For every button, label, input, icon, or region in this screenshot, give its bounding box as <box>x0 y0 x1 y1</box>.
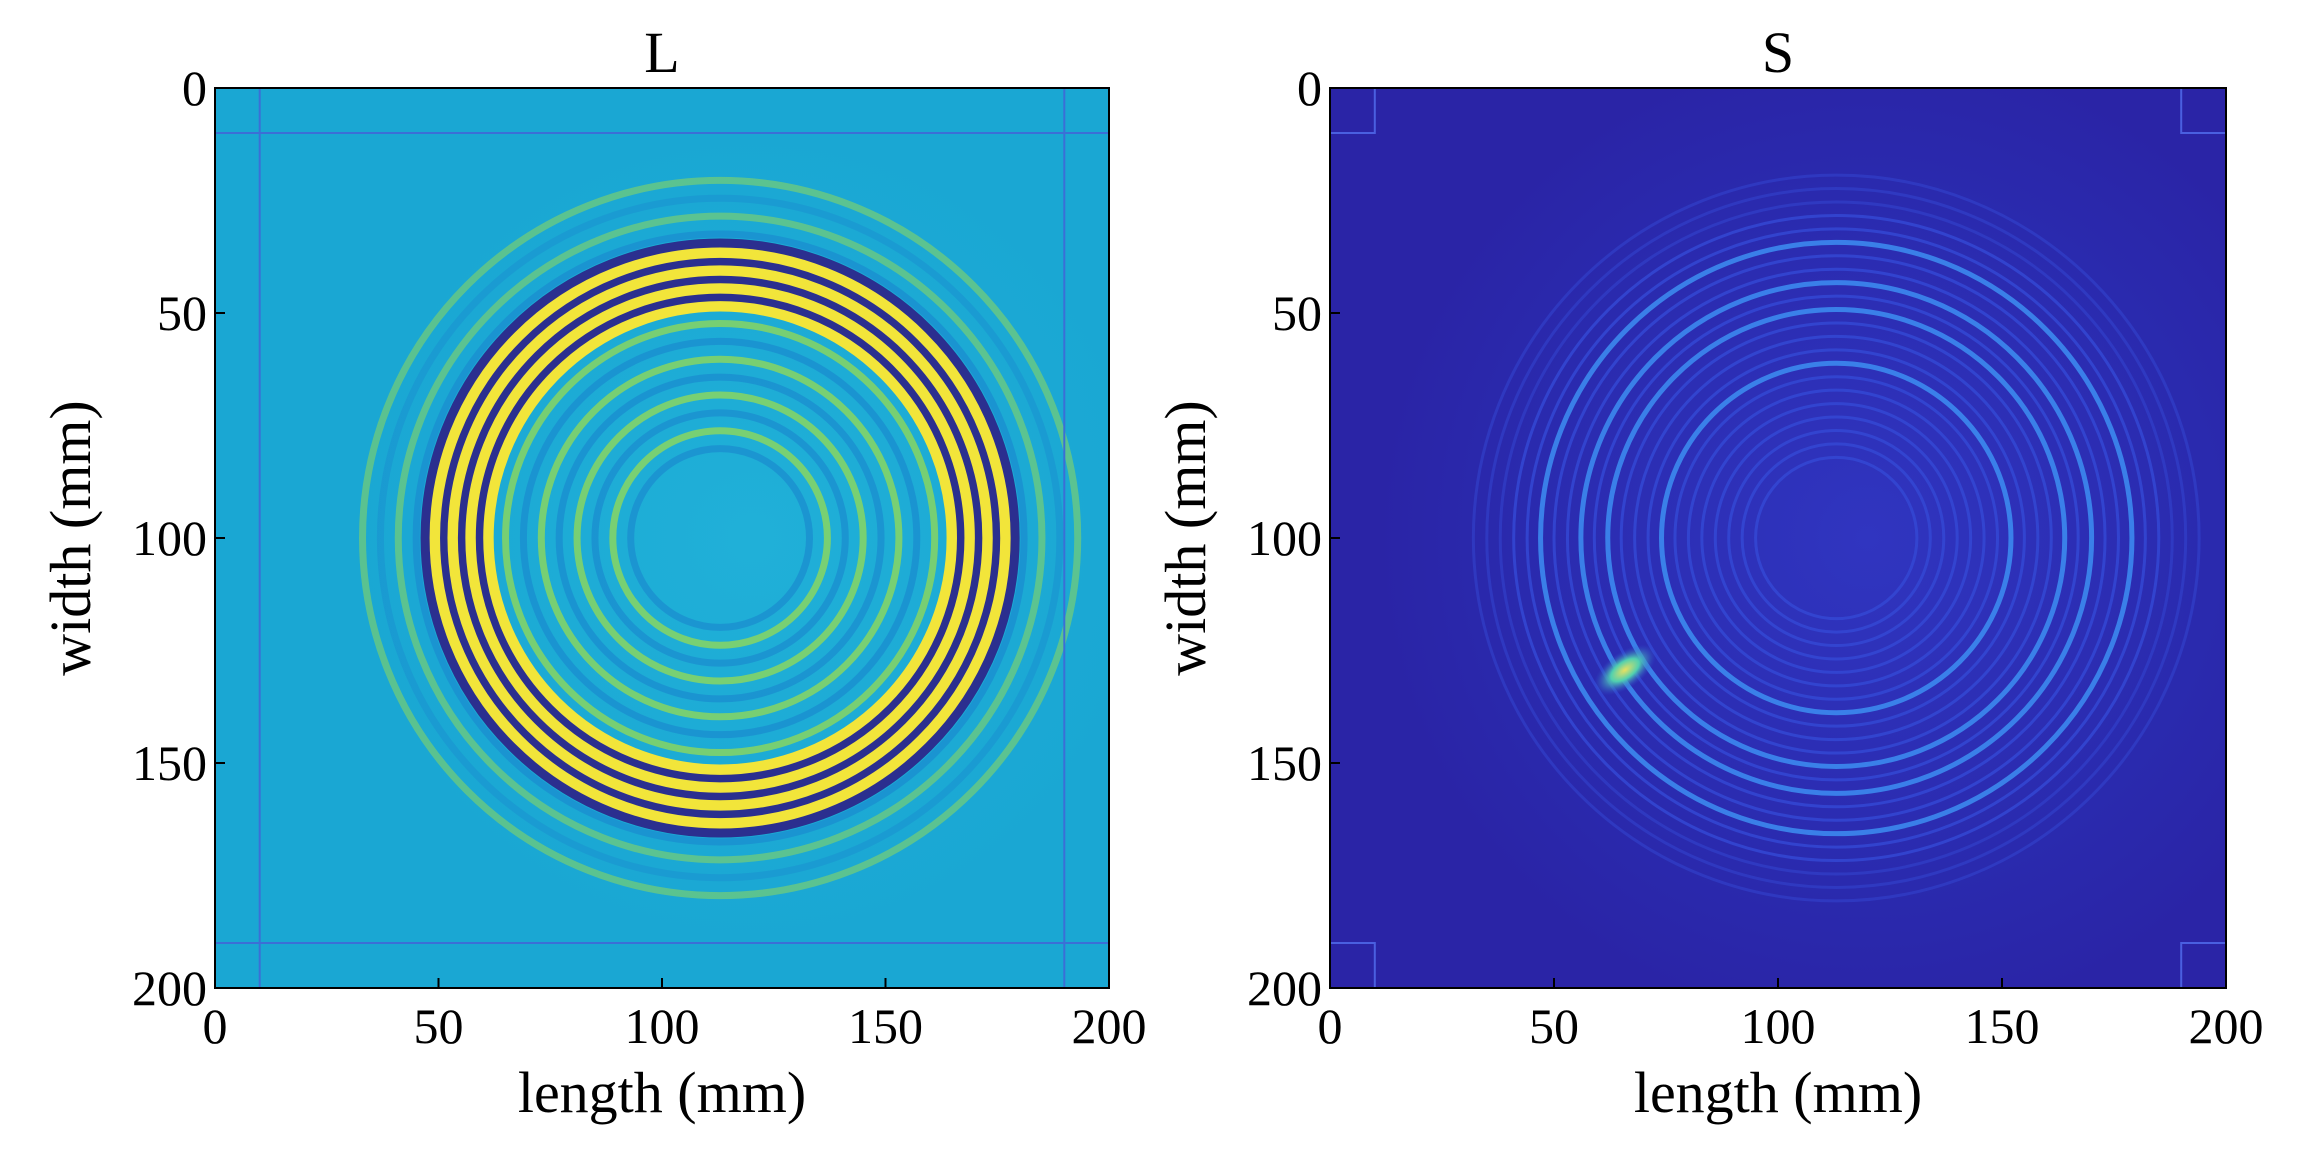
wave-ring <box>445 263 995 813</box>
x-axis-label: length (mm) <box>518 1060 806 1125</box>
wave-ring <box>1754 455 1919 621</box>
wave-ring <box>1700 402 1973 674</box>
boundary-lines <box>215 88 1109 988</box>
x-axis-ticks: 0 50 100 150 200 <box>1318 978 2264 1054</box>
wave-ring <box>1633 334 2040 742</box>
wave-ring <box>1619 321 2053 755</box>
wave-ring <box>573 391 867 685</box>
chart-title: L <box>644 20 679 85</box>
x-tick-label: 150 <box>1965 998 2040 1054</box>
wave-ring <box>1592 294 2080 782</box>
wave-rings <box>359 176 1082 900</box>
wave-ring <box>456 274 984 802</box>
wave-ring <box>591 409 849 667</box>
y-tick-label: 150 <box>1247 735 1322 791</box>
wave-ring <box>537 355 903 721</box>
x-tick-label: 50 <box>1529 998 1579 1054</box>
y-axis-ticks: 0 50 100 150 200 <box>1247 60 1340 1016</box>
wave-ring <box>412 230 1028 846</box>
wave-ring <box>1713 415 1959 661</box>
y-tick-label: 50 <box>157 285 207 341</box>
wave-ring <box>1565 267 2107 809</box>
x-axis-ticks: 0 50 100 150 200 <box>203 978 1147 1054</box>
x-axis-label: length (mm) <box>1634 1060 1922 1125</box>
wave-ring <box>1727 428 1946 648</box>
wave-ring <box>481 299 959 777</box>
y-tick-label: 0 <box>1297 60 1322 116</box>
wave-ring <box>1512 213 2161 863</box>
wave-ring <box>555 373 885 703</box>
x-tick-label: 100 <box>625 998 700 1054</box>
x-tick-label: 200 <box>1072 998 1147 1054</box>
chart-title: S <box>1762 20 1794 85</box>
wave-ring <box>1525 227 2147 849</box>
y-tick-label: 100 <box>132 510 207 566</box>
wave-ring <box>1673 375 2000 701</box>
wave-ring <box>609 427 831 649</box>
wave-ring <box>1552 254 2120 822</box>
wave-ring <box>627 445 814 631</box>
wave-ring <box>1471 173 2201 903</box>
x-tick-label: 150 <box>848 998 923 1054</box>
y-axis-label: width (mm) <box>38 400 103 675</box>
wave-ring <box>1538 239 2135 837</box>
wave-ring <box>376 194 1064 882</box>
wave-ring <box>474 292 966 784</box>
wave-ring <box>394 212 1046 864</box>
wave-ring <box>1498 200 2174 876</box>
x-tick-label: 100 <box>1741 998 1816 1054</box>
wave-rings <box>1471 173 2201 903</box>
y-tick-label: 200 <box>132 960 207 1016</box>
wave-ring <box>420 238 1020 838</box>
x-tick-label: 50 <box>414 998 464 1054</box>
y-tick-label: 50 <box>1272 285 1322 341</box>
y-tick-label: 150 <box>132 735 207 791</box>
wave-ring <box>519 337 921 739</box>
wave-ring <box>1659 360 2014 716</box>
wave-ring <box>502 319 939 757</box>
wave-ring <box>1485 187 2188 889</box>
wave-ring <box>1578 280 2095 796</box>
x-tick-label: 0 <box>203 998 228 1054</box>
wave-ring <box>438 256 1002 820</box>
wave-ring <box>463 281 977 795</box>
wave-ring <box>1686 388 1986 688</box>
y-tick-label: 100 <box>1247 510 1322 566</box>
wave-ring <box>1605 307 2068 769</box>
x-tick-label: 0 <box>1318 998 1343 1054</box>
wave-ring <box>428 245 1013 831</box>
y-tick-label: 200 <box>1247 960 1322 1016</box>
wave-ring <box>1646 348 2026 728</box>
x-tick-label: 200 <box>2189 998 2264 1054</box>
y-tick-label: 0 <box>182 60 207 116</box>
wave-ring <box>359 176 1082 900</box>
hotspot <box>1593 644 1657 696</box>
y-axis-ticks: 0 50 100 150 200 <box>132 60 225 1016</box>
y-axis-label: width (mm) <box>1153 400 1218 675</box>
wave-ring <box>1740 442 1932 634</box>
